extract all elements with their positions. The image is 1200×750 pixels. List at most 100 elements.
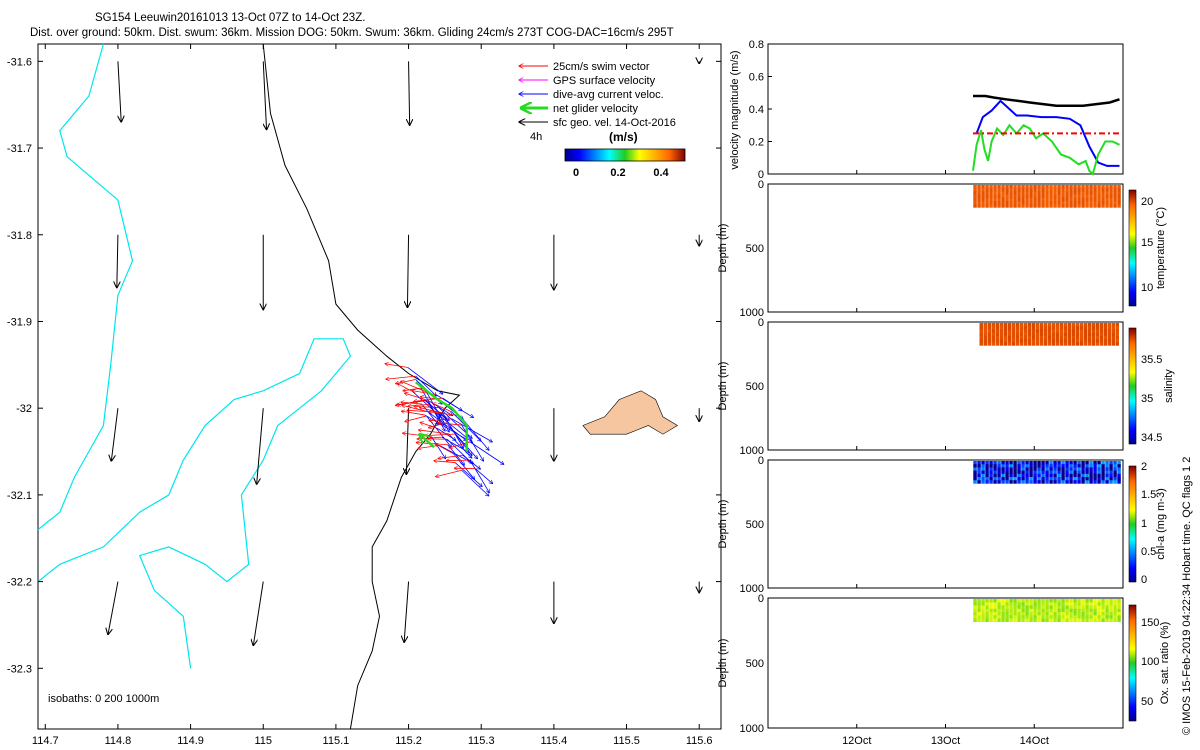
profile-point-5-251 xyxy=(1113,618,1117,622)
profile-point-5-124 xyxy=(1041,615,1045,619)
profile-point-3-121 xyxy=(1047,329,1051,333)
profile-point-4-220 xyxy=(1097,470,1101,475)
temperature-points xyxy=(973,185,1121,208)
profile-point-4-235 xyxy=(1105,473,1109,478)
profile-point-4-227 xyxy=(1101,470,1105,475)
profile-point-5-181 xyxy=(1073,618,1077,622)
profile-point-3-144 xyxy=(1059,335,1063,340)
profile-point-2-155 xyxy=(1061,188,1065,192)
profile-point-3-7 xyxy=(983,323,987,327)
profile-point-2-172 xyxy=(1069,197,1073,202)
profile-point-4-8 xyxy=(977,464,981,468)
profile-point-2-70 xyxy=(1013,185,1017,189)
profile-point-2-115 xyxy=(1037,194,1041,199)
profile-point-2-5 xyxy=(973,201,977,205)
profile-point-2-74 xyxy=(1013,197,1017,202)
swim-vector-28 xyxy=(432,403,452,413)
map-ytick-label-4: -32 xyxy=(16,403,32,415)
profile-point-5-203 xyxy=(1089,599,1093,603)
profile-point-5-179 xyxy=(1073,612,1077,616)
profile-point-5-103 xyxy=(1029,615,1033,619)
velocity-ytick-label-0: 0 xyxy=(758,169,764,181)
profile-point-2-23 xyxy=(985,191,989,195)
profile-point-5-10 xyxy=(977,608,981,613)
profile-point-3-145 xyxy=(1059,339,1063,343)
profile-point-3-56 xyxy=(1011,323,1015,327)
profile-point-4-46 xyxy=(997,473,1001,478)
velocity-ytick-label-1: 0.2 xyxy=(749,137,764,149)
profile-point-4-1 xyxy=(973,464,977,468)
profile-point-2-49 xyxy=(1001,185,1005,189)
profile-point-4-145 xyxy=(1053,477,1057,481)
profile-point-5-163 xyxy=(1065,605,1069,609)
profile-point-2-190 xyxy=(1081,188,1085,192)
profile-point-2-1 xyxy=(973,188,977,192)
swim-vector-38 xyxy=(435,469,462,477)
profile-point-2-7 xyxy=(977,185,981,189)
time-axis: 12Oct 13Oct 14Oct xyxy=(842,170,1049,747)
map-ytick-label-6: -32.2 xyxy=(7,577,32,589)
profile-point-4-9 xyxy=(977,467,981,471)
profile-point-2-133 xyxy=(1049,185,1053,189)
profile-point-2-91 xyxy=(1025,185,1029,189)
profile-point-4-246 xyxy=(1113,464,1117,468)
oxygen-colorbar xyxy=(1128,604,1137,722)
profile-point-5-97 xyxy=(1025,618,1029,622)
profile-point-5-122 xyxy=(1041,608,1045,613)
profile-point-5-109 xyxy=(1033,612,1037,616)
profile-point-4-57 xyxy=(1005,464,1009,468)
profile-point-4-106 xyxy=(1033,464,1037,468)
profile-point-2-196 xyxy=(1085,185,1089,189)
temperature-colorbar xyxy=(1128,189,1137,307)
profile-point-5-246 xyxy=(1113,602,1117,606)
profile-point-3-33 xyxy=(995,339,999,343)
profile-point-2-234 xyxy=(1105,194,1109,199)
profile-point-4-226 xyxy=(1101,467,1105,471)
profile-point-3-0 xyxy=(979,323,983,327)
profile-point-5-8 xyxy=(977,602,981,606)
profile-point-5-180 xyxy=(1073,615,1077,619)
salinity-points xyxy=(979,323,1119,346)
profile-point-5-162 xyxy=(1065,602,1069,606)
profile-point-5-156 xyxy=(1061,605,1065,609)
profile-point-2-166 xyxy=(1065,201,1069,205)
dac-vector-36 xyxy=(469,459,489,493)
profile-point-2-221 xyxy=(1097,197,1101,202)
profile-point-5-186 xyxy=(1077,612,1081,616)
profile-point-5-28 xyxy=(989,599,993,603)
profile-point-3-25 xyxy=(991,335,995,340)
profile-point-4-69 xyxy=(1009,480,1013,484)
profile-point-5-76 xyxy=(1013,618,1017,622)
profile-point-2-21 xyxy=(985,185,989,189)
profile-point-2-135 xyxy=(1049,191,1053,195)
profile-point-5-171 xyxy=(1069,608,1073,613)
profile-point-2-28 xyxy=(989,185,993,189)
profile-point-5-100 xyxy=(1029,605,1033,609)
profile-point-2-173 xyxy=(1069,201,1073,205)
profile-point-3-129 xyxy=(1051,332,1055,337)
profile-point-4-71 xyxy=(1013,464,1017,468)
profile-point-4-140 xyxy=(1053,461,1057,465)
profile-point-5-198 xyxy=(1085,605,1089,609)
profile-point-5-75 xyxy=(1013,615,1017,619)
profile-point-3-1 xyxy=(979,326,983,330)
profile-point-3-84 xyxy=(1027,323,1031,327)
profile-point-2-32 xyxy=(989,197,993,202)
profile-point-3-58 xyxy=(1011,329,1015,333)
profile-point-3-101 xyxy=(1035,332,1039,337)
profile-point-4-119 xyxy=(1041,461,1045,465)
profile-point-4-60 xyxy=(1005,473,1009,478)
net-glider-track xyxy=(415,381,468,452)
profile-point-5-230 xyxy=(1101,618,1105,622)
profile-point-4-209 xyxy=(1089,480,1093,484)
map-xtick-label-4: 115.1 xyxy=(323,735,350,747)
profile-point-2-106 xyxy=(1033,188,1037,192)
profile-point-3-47 xyxy=(1003,339,1007,343)
profile-point-4-91 xyxy=(1025,461,1029,465)
profile-point-3-150 xyxy=(1063,332,1067,337)
profile-point-3-219 xyxy=(1103,329,1107,333)
profile-point-4-35 xyxy=(993,461,997,465)
profile-point-3-76 xyxy=(1019,342,1023,346)
profile-point-4-157 xyxy=(1061,470,1065,475)
profile-point-3-227 xyxy=(1107,332,1111,337)
